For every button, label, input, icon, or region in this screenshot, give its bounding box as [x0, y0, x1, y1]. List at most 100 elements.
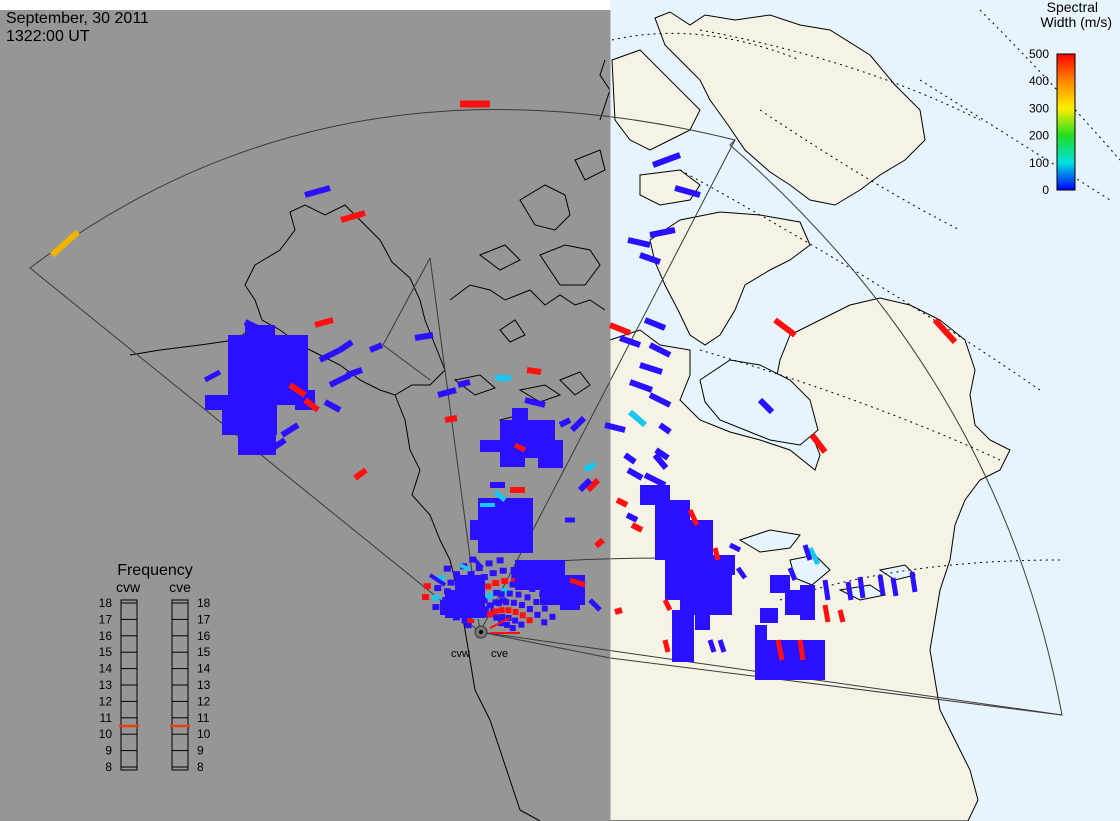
- colorbar-tick-label: 500: [1029, 47, 1049, 61]
- echo-patch: [512, 408, 528, 420]
- echo-cell: [414, 332, 434, 341]
- echo-patch: [490, 505, 515, 525]
- frequency-scale-label: 14: [99, 662, 113, 676]
- echo-cell: [807, 546, 821, 566]
- echo-cell: [489, 617, 511, 629]
- echo-patch: [800, 585, 815, 620]
- echo-patch: [511, 572, 518, 579]
- echo-patch: [486, 592, 494, 599]
- echo-cell: [280, 422, 300, 438]
- radar-label-cve: cve: [491, 648, 508, 660]
- echo-cell: [614, 607, 623, 615]
- echo-patch: [512, 617, 519, 624]
- echo-patch: [500, 455, 525, 467]
- echo-patch: [499, 614, 506, 621]
- echo-cell: [604, 422, 626, 433]
- frequency-scale-label: 15: [99, 645, 113, 659]
- echo-cell: [314, 317, 334, 328]
- colorbar-tick-label: 200: [1029, 129, 1049, 143]
- echo-cell: [662, 598, 673, 612]
- echo-patch: [510, 567, 518, 574]
- echo-cell: [735, 566, 748, 580]
- echo-cell: [268, 437, 287, 453]
- frequency-panel: Frequency cvw cve 18 17 16 15 14 13 12 11 10 9 8 18…: [99, 562, 211, 774]
- echo-cell: [707, 639, 717, 653]
- echo-cell: [457, 379, 471, 388]
- echo-cell: [304, 185, 331, 198]
- frequency-scale-label: 15: [197, 645, 211, 659]
- echo-cell: [588, 598, 602, 612]
- echo-cell: [787, 567, 798, 581]
- echo-patch: [432, 604, 440, 611]
- echo-patch: [533, 598, 540, 605]
- echo-patch: [672, 610, 694, 662]
- echo-cell: [524, 397, 546, 408]
- echo-patch: [492, 580, 500, 587]
- frequency-scale-label: 18: [197, 596, 211, 610]
- echo-cell: [773, 317, 797, 338]
- echo-patch: [510, 577, 518, 584]
- colorbar-title-line1: Spectral: [1047, 0, 1098, 15]
- echo-patch: [515, 591, 522, 598]
- echo-patch: [695, 612, 710, 630]
- echo-patch: [469, 556, 477, 563]
- echo-cell: [583, 461, 597, 473]
- echo-patch: [447, 579, 455, 586]
- frequency-scale-label: 17: [197, 612, 211, 626]
- echo-cell: [639, 252, 661, 265]
- nightside-shade: [0, 10, 610, 821]
- echo-patch: [421, 594, 429, 601]
- time-label: 1322:00 UT: [6, 28, 90, 45]
- echo-patch: [285, 360, 307, 390]
- echo-cell: [328, 372, 352, 388]
- echo-patch: [526, 606, 533, 613]
- echo-patch: [486, 602, 494, 609]
- echo-patch: [498, 607, 505, 614]
- echo-cell: [619, 335, 641, 348]
- echo-patch: [534, 611, 541, 618]
- colorbar-gradient: [1056, 53, 1076, 191]
- echo-patch: [238, 430, 276, 455]
- echo-cell: [288, 382, 307, 398]
- echo-cell: [323, 399, 342, 413]
- frequency-scale-label: 11: [197, 711, 210, 725]
- frequency-scale-label: 16: [99, 629, 113, 643]
- echo-patch: [432, 594, 440, 601]
- echo-cell: [630, 522, 644, 533]
- echo-cell: [493, 490, 507, 502]
- echo-patch: [755, 625, 767, 645]
- echo-cell: [558, 417, 572, 428]
- echo-cell: [802, 544, 813, 561]
- echo-patch: [518, 602, 525, 609]
- echo-patch: [501, 588, 509, 595]
- echo-patch: [443, 565, 451, 572]
- frequency-scale-label: 9: [197, 744, 204, 758]
- echo-patch: [481, 606, 489, 613]
- echo-patch: [484, 583, 492, 590]
- echo-cell: [368, 342, 384, 353]
- echo-cell: [775, 639, 785, 661]
- frequency-scale-label: 8: [197, 760, 204, 774]
- echo-patch: [541, 605, 548, 612]
- echo-cell: [626, 467, 644, 481]
- echo-patch: [755, 640, 825, 680]
- date-label: September, 30 2011: [6, 10, 149, 27]
- echo-cell: [845, 581, 854, 601]
- echo-patch: [512, 608, 519, 615]
- echo-patch: [560, 590, 580, 610]
- echo-cell: [932, 317, 958, 345]
- echo-patch: [495, 600, 502, 607]
- spectral-width-colorbar: Spectral Width (m/s) 500 400 300 200 100 0: [1029, 0, 1112, 197]
- frequency-scale-label: 12: [197, 694, 211, 708]
- echo-cell: [346, 367, 363, 378]
- frequency-scale-label: 10: [99, 727, 113, 741]
- echo-cell: [338, 339, 354, 353]
- echo-cell: [625, 512, 639, 523]
- echo-cell: [569, 415, 587, 433]
- echo-patch: [499, 567, 507, 574]
- echo-patch: [503, 599, 510, 606]
- echo-patch: [519, 612, 526, 619]
- echo-patch: [464, 622, 472, 629]
- echo-patch: [455, 575, 485, 595]
- frequency-scale-label: 13: [99, 678, 113, 692]
